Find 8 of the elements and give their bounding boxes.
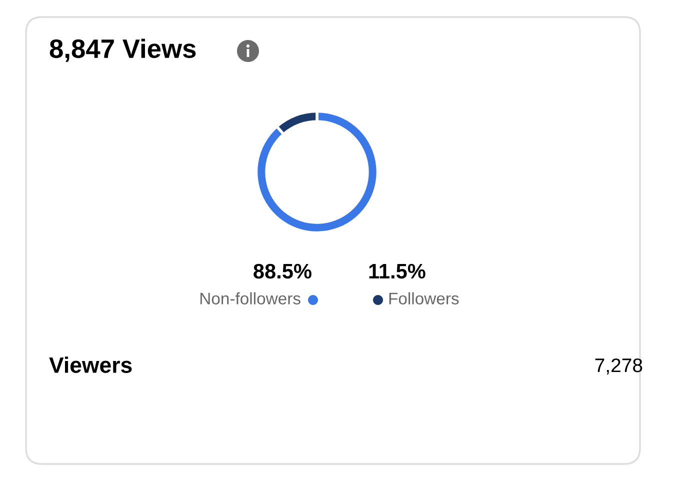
text: Viewers: [49, 356, 132, 373]
text: 7,278: [595, 358, 642, 375]
legend-label: Followers: [389, 292, 459, 304]
slice-label: Non-followers: [200, 292, 300, 304]
chart-title: 8,847 Views: [50, 38, 196, 62]
data-label: 11.5%: [369, 264, 426, 279]
data-label: 88.5%: [254, 264, 312, 279]
donut-slice: [254, 110, 380, 234]
